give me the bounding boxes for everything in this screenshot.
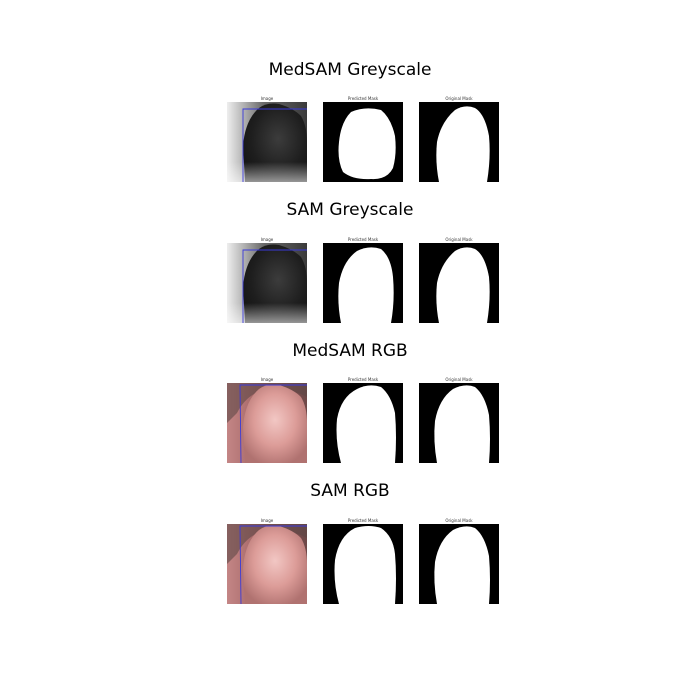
row-title: SAM Greyscale bbox=[286, 200, 414, 220]
input-image bbox=[227, 524, 307, 604]
predicted-mask-label: Predicted Mask bbox=[347, 237, 379, 242]
image-panel-label: Image bbox=[260, 237, 274, 242]
predicted-mask-label: Predicted Mask bbox=[347, 518, 379, 523]
image-panel-label: Image bbox=[260, 518, 274, 523]
predicted-mask bbox=[323, 102, 403, 182]
bounding-box bbox=[242, 108, 307, 182]
original-mask bbox=[419, 243, 499, 323]
original-mask bbox=[419, 524, 499, 604]
row-title: MedSAM Greyscale bbox=[268, 60, 432, 80]
image-panel-label: Image bbox=[260, 377, 274, 382]
input-image bbox=[227, 383, 307, 463]
original-mask bbox=[419, 102, 499, 182]
row-title: SAM RGB bbox=[310, 481, 390, 501]
predicted-mask-label: Predicted Mask bbox=[347, 96, 379, 101]
input-image bbox=[227, 102, 307, 182]
original-mask-label: Original Mask bbox=[445, 518, 473, 523]
image-panel-label: Image bbox=[260, 96, 274, 101]
original-mask-label: Original Mask bbox=[445, 96, 473, 101]
predicted-mask bbox=[323, 524, 403, 604]
bounding-box bbox=[239, 384, 307, 463]
original-mask bbox=[419, 383, 499, 463]
predicted-mask bbox=[323, 383, 403, 463]
bounding-box bbox=[242, 249, 307, 323]
original-mask-label: Original Mask bbox=[445, 377, 473, 382]
predicted-mask-label: Predicted Mask bbox=[347, 377, 379, 382]
input-image bbox=[227, 243, 307, 323]
row-title: MedSAM RGB bbox=[292, 341, 408, 361]
bounding-box bbox=[239, 525, 307, 604]
original-mask-label: Original Mask bbox=[445, 237, 473, 242]
predicted-mask bbox=[323, 243, 403, 323]
